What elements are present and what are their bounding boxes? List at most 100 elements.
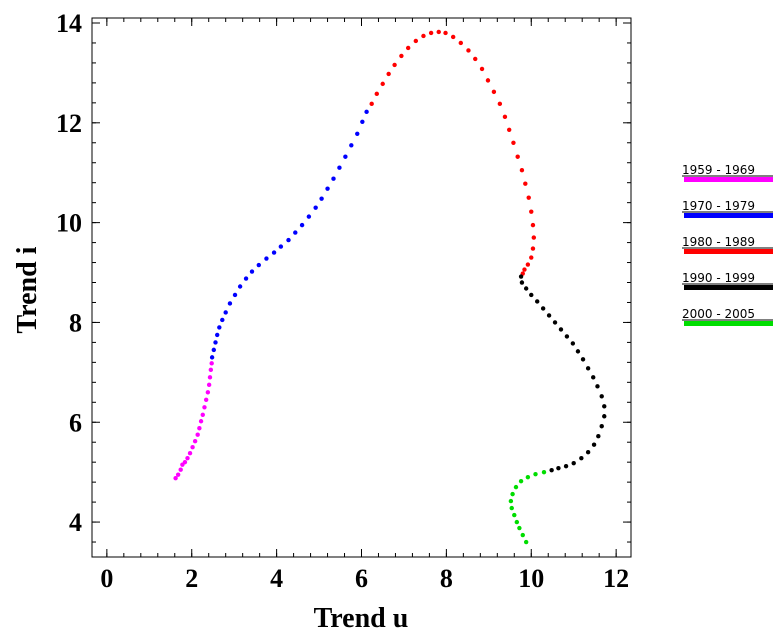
x-tick-labels: 0 2 4 6 8 10 12 [100, 564, 629, 593]
data-point [556, 465, 561, 471]
data-point [173, 475, 178, 481]
series-4 [518, 274, 607, 473]
legend-swatch [684, 249, 773, 254]
data-point [195, 432, 200, 437]
data-point [575, 349, 581, 354]
data-point [349, 143, 354, 148]
data-point [530, 246, 536, 251]
legend-entry: 1990 - 1999 [682, 271, 773, 290]
legend-label: 1980 - 1989 [682, 235, 755, 249]
data-point [278, 244, 284, 249]
legend: 1959 - 1969 1970 - 1979 1980 - 1989 1990 - … [682, 163, 773, 326]
data-point [485, 78, 491, 83]
axis-ticks [92, 18, 631, 557]
data-point [337, 165, 342, 170]
series-2 [209, 109, 369, 360]
data-point [533, 471, 538, 477]
data-point [319, 196, 324, 201]
data-point [182, 459, 188, 465]
data-point [579, 455, 584, 461]
series-3 [369, 29, 537, 276]
data-point [502, 114, 508, 120]
y-tick-labels: 4 6 8 10 12 14 [56, 9, 82, 537]
data-point [203, 397, 209, 402]
data-point [299, 222, 305, 228]
legend-entry: 1959 - 1969 [682, 163, 773, 182]
data-point [497, 101, 503, 107]
data-point [428, 30, 434, 36]
legend-swatch [684, 177, 773, 182]
data-point [217, 325, 222, 330]
legend-label: 1970 - 1979 [682, 199, 755, 213]
data-point [525, 474, 531, 480]
data-point [515, 154, 520, 159]
data-point [232, 292, 238, 298]
data-point [190, 445, 195, 450]
data-point [541, 469, 547, 475]
legend-label: 1990 - 1999 [682, 271, 755, 285]
data-point [520, 532, 525, 538]
data-point [529, 209, 534, 214]
data-point [506, 127, 512, 132]
y-axis-title: Trend i [12, 246, 43, 333]
data-point [343, 154, 348, 159]
data-point [450, 34, 456, 40]
data-point [206, 382, 212, 388]
data-point [546, 313, 552, 318]
y-tick-label: 4 [69, 508, 82, 537]
data-point [243, 276, 249, 281]
y-tick-label: 12 [56, 109, 82, 138]
data-point [473, 56, 478, 62]
data-point [215, 332, 220, 338]
data-point [421, 33, 426, 39]
x-axis-title: Trend u [314, 603, 409, 634]
data-point [552, 320, 558, 325]
data-point [207, 375, 213, 380]
data-point [386, 71, 391, 77]
data-point [523, 181, 528, 186]
data-point [508, 498, 514, 504]
data-point [549, 467, 554, 473]
data-point [591, 375, 596, 380]
data-point [209, 355, 215, 360]
data-points [173, 29, 607, 545]
data-point [413, 38, 419, 44]
data-point [526, 195, 531, 200]
data-point [355, 131, 360, 136]
x-tick-label: 12 [603, 564, 629, 593]
data-point [514, 519, 520, 525]
data-point [443, 30, 448, 36]
x-tick-label: 8 [440, 564, 453, 593]
data-point [187, 450, 193, 456]
data-point [209, 361, 214, 366]
data-point [602, 404, 607, 409]
data-point [380, 81, 385, 87]
data-point [331, 176, 336, 181]
legend-label: 2000 - 2005 [682, 307, 755, 321]
data-point [517, 525, 522, 531]
data-point [529, 292, 534, 298]
y-tick-label: 10 [56, 209, 82, 238]
series-1 [173, 361, 214, 481]
data-point [197, 426, 202, 431]
data-point [585, 366, 591, 371]
y-tick-label: 8 [69, 308, 82, 337]
data-point [293, 230, 298, 235]
data-point [513, 484, 519, 490]
data-point [491, 89, 497, 95]
data-point [563, 463, 569, 469]
data-point [185, 455, 190, 461]
data-point [364, 109, 369, 115]
data-point [522, 267, 527, 272]
data-point [591, 442, 597, 447]
data-point [580, 357, 586, 362]
plot-frame [91, 17, 632, 558]
data-point [256, 262, 261, 268]
legend-swatch [684, 213, 773, 218]
data-point [223, 310, 228, 315]
data-point [595, 384, 600, 389]
y-tick-label: 6 [69, 408, 82, 437]
data-point [535, 299, 540, 304]
data-point [564, 334, 570, 339]
data-point [479, 66, 485, 72]
